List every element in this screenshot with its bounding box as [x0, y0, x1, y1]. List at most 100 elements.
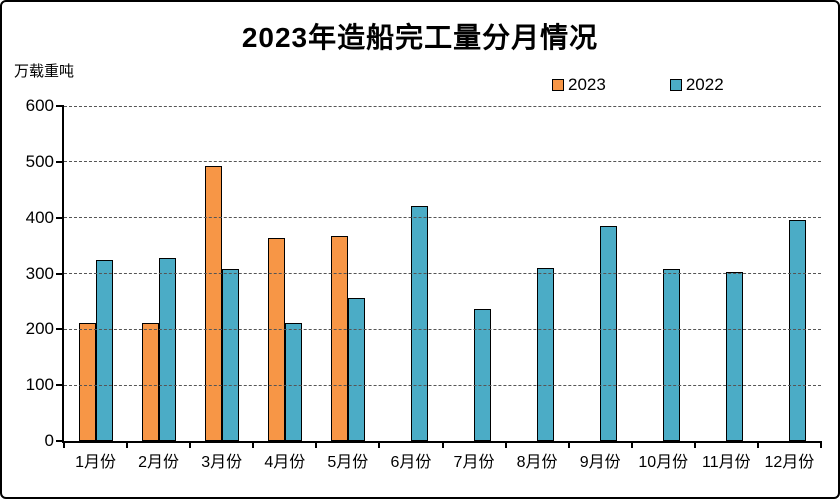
y-tick-label-300: 300: [25, 263, 54, 283]
x-category-label-7月份: 7月份: [453, 454, 495, 471]
gridline-400: [64, 217, 821, 219]
category-cell-9月份: 9月份: [569, 106, 632, 471]
bar-pair-5月份: [330, 236, 365, 441]
y-axis-tick-500: [56, 160, 64, 163]
bar-slot-2022-9月份: [600, 226, 618, 441]
bar-pair-4月份: [267, 238, 302, 441]
category-cell-6月份: 6月份: [379, 106, 442, 471]
plot-area: 1月份 2月份 3月份 4月份 5月份 6月份 7月份 8月份 9月份 10月份 11月份 12月份: [56, 105, 822, 471]
y-tick-label-200: 200: [25, 319, 54, 339]
bar-slot-2022-3月份: [221, 269, 239, 441]
y-tick-label-400: 400: [25, 207, 54, 227]
bar-pair-9月份: [583, 226, 618, 441]
bar-slot-2022-7月份: [474, 309, 491, 441]
y-tick-label-500: 500: [25, 151, 54, 171]
x-category-label-3月份: 3月份: [201, 454, 243, 471]
bar-pair-7月份: [457, 309, 491, 441]
x-category-label-8月份: 8月份: [516, 454, 558, 471]
bar-pair-2月份: [141, 258, 176, 441]
y-axis-tick-0: [56, 440, 64, 442]
x-axis-tick-6: [441, 441, 444, 448]
x-axis-tick-0: [63, 441, 65, 448]
bar-slot-2022-8月份: [537, 268, 555, 441]
bar-slot-2022-11月份: [726, 271, 744, 441]
bar-pair-6月份: [394, 205, 428, 441]
x-axis-tick-7: [504, 441, 507, 448]
gridline-200: [64, 328, 821, 330]
bar-2023-2月份: [141, 322, 159, 441]
x-axis-tick-10: [693, 441, 696, 448]
x-axis-tick-9: [630, 441, 633, 448]
category-cell-8月份: 8月份: [506, 106, 569, 471]
category-cell-1月份: 1月份: [64, 106, 127, 471]
x-axis-tick-12: [820, 441, 822, 448]
category-cell-5月份: 5月份: [316, 106, 379, 471]
gridline-500: [64, 161, 821, 163]
bar-slot-2022-10月份: [663, 269, 681, 441]
x-category-label-5月份: 5月份: [327, 454, 369, 471]
x-axis-tick-4: [315, 441, 318, 448]
bar-slot-2022-1月份: [95, 259, 113, 441]
y-axis-tick-600: [56, 105, 64, 107]
x-category-label-9月份: 9月份: [579, 454, 621, 471]
bar-pair-1月份: [78, 259, 113, 441]
bar-slot-2022-5月份: [347, 298, 365, 441]
legend: 2023 2022: [552, 75, 724, 95]
bar-pair-11月份: [709, 271, 744, 441]
legend-item-2022: 2022: [669, 75, 724, 95]
category-cell-11月份: 11月份: [695, 106, 758, 471]
y-axis-labels: 0 100 200 300 400 500 600: [6, 96, 54, 450]
bar-2022-12月份: [789, 219, 807, 441]
x-axis-tick-8: [567, 441, 570, 448]
gridline-100: [64, 384, 821, 386]
bar-2022-3月份: [221, 269, 239, 441]
legend-label-2023: 2023: [568, 75, 606, 94]
bar-2022-11月份: [726, 271, 744, 441]
x-category-label-4月份: 4月份: [264, 454, 306, 471]
bar-2022-8月份: [537, 268, 555, 441]
bar-2023-5月份: [330, 236, 348, 441]
legend-swatch-2023: [552, 79, 564, 91]
category-cell-7月份: 7月份: [442, 106, 505, 471]
bar-2023-1月份: [78, 322, 96, 441]
bar-2022-10月份: [663, 269, 681, 441]
x-axis-tick-11: [756, 441, 759, 448]
bar-pair-12月份: [772, 219, 807, 441]
x-category-label-10月份: 10月份: [638, 454, 689, 471]
x-axis-tick-5: [378, 441, 381, 448]
bar-2022-4月份: [284, 323, 302, 441]
category-container: 1月份 2月份 3月份 4月份 5月份 6月份 7月份 8月份 9月份 10月份 11月份 12月份: [64, 106, 821, 471]
bar-slot-2022-6月份: [410, 205, 428, 441]
bar-slot-2023-2月份: [141, 322, 159, 441]
y-tick-label-0: 0: [44, 431, 54, 450]
legend-label-2022: 2022: [685, 75, 724, 94]
bar-2022-1月份: [95, 259, 113, 441]
bar-pair-3月份: [204, 165, 239, 441]
bar-2022-5月份: [347, 298, 365, 441]
x-category-label-2月份: 2月份: [138, 454, 180, 471]
chart-title: 2023年造船完工量分月情况: [241, 22, 599, 53]
y-axis-tick-400: [56, 216, 64, 219]
y-axis-unit-label: 万载重吨: [14, 63, 75, 80]
y-axis-tick-300: [56, 272, 64, 275]
y-tick-label-100: 100: [25, 375, 54, 395]
bar-slot-2022-12月份: [789, 219, 807, 441]
legend-swatch-2022: [669, 79, 682, 91]
bar-2023-3月份: [204, 165, 222, 441]
bar-pair-10月份: [646, 269, 681, 441]
legend-item-2023: 2023: [552, 75, 606, 95]
category-cell-12月份: 12月份: [758, 106, 821, 471]
x-category-label-6月份: 6月份: [390, 454, 432, 471]
category-cell-4月份: 4月份: [253, 106, 316, 471]
category-cell-2月份: 2月份: [127, 106, 190, 471]
bar-slot-2023-5月份: [330, 236, 348, 441]
bar-slot-2022-2月份: [158, 258, 176, 441]
bar-2022-9月份: [600, 226, 618, 441]
y-tick-label-600: 600: [25, 96, 54, 115]
category-cell-3月份: 3月份: [190, 106, 253, 471]
bar-2022-7月份: [474, 309, 491, 441]
x-axis-tick-1: [126, 441, 129, 448]
bar-slot-2023-3月份: [204, 165, 222, 441]
gridline-300: [64, 273, 821, 274]
